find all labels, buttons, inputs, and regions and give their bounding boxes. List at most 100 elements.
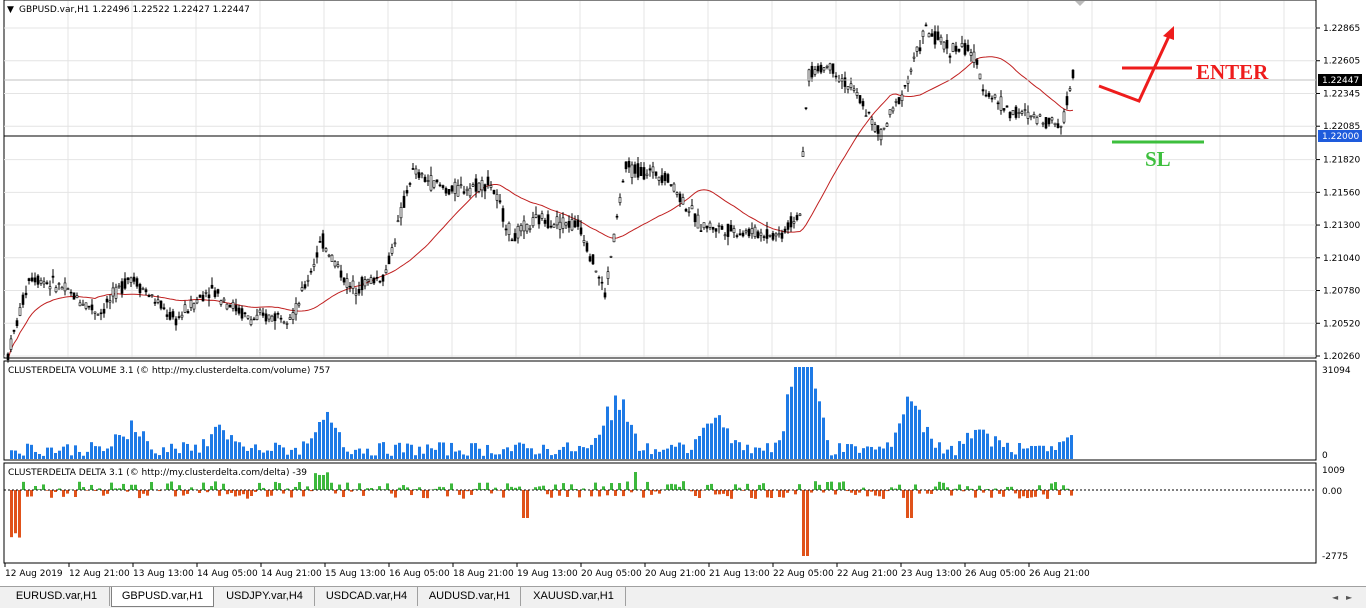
candle-body xyxy=(481,180,483,190)
delta-bar xyxy=(698,490,701,498)
delta-bar xyxy=(1014,490,1017,493)
delta-bar xyxy=(622,490,625,496)
candle-body xyxy=(853,89,855,91)
candle-body xyxy=(133,277,135,281)
candle-body xyxy=(1042,123,1044,124)
candle-body xyxy=(775,234,777,236)
candle-body xyxy=(82,304,84,305)
time-tick-label: 22 Aug 21:00 xyxy=(837,569,898,579)
volume-bar xyxy=(850,444,853,459)
volume-bar xyxy=(66,444,69,459)
volume-bar xyxy=(514,445,517,459)
delta-bar xyxy=(386,483,389,490)
volume-bar xyxy=(934,448,937,459)
volume-bar xyxy=(150,449,153,459)
delta-bar xyxy=(50,490,53,498)
volume-bar xyxy=(438,442,441,459)
delta-bar xyxy=(1034,490,1037,497)
candle-body xyxy=(211,285,213,288)
candle-body xyxy=(895,101,897,102)
tab-scroll-left-icon[interactable]: ◄ xyxy=(1332,593,1338,602)
candle-body xyxy=(829,64,831,70)
delta-panel[interactable] xyxy=(4,463,1316,563)
tab-eurusd[interactable]: EURUSD.var,H1 xyxy=(4,587,110,606)
delta-bar xyxy=(166,484,169,490)
candle-body xyxy=(1015,107,1017,118)
candle-body xyxy=(778,233,780,234)
price-tick-label: 1.22605 xyxy=(1323,57,1360,67)
volume-bar xyxy=(1010,452,1013,459)
candle-body xyxy=(358,289,360,293)
delta-bar xyxy=(102,490,105,496)
time-tick-label: 23 Aug 13:00 xyxy=(901,569,962,579)
candle-body xyxy=(292,313,294,320)
delta-bar xyxy=(1058,490,1061,495)
candle-body xyxy=(682,198,684,205)
tab-audusd[interactable]: AUDUSD.var,H1 xyxy=(419,587,521,606)
delta-bar xyxy=(626,482,629,490)
delta-bar xyxy=(650,490,653,495)
tab-gbpusd[interactable]: GBPUSD.var,H1 xyxy=(111,587,214,607)
candle-body xyxy=(739,234,741,235)
delta-bar xyxy=(882,490,885,499)
delta-max-tick: 1009 xyxy=(1322,466,1345,476)
volume-bar xyxy=(98,446,101,459)
volume-bar xyxy=(482,456,485,459)
volume-bar xyxy=(874,450,877,459)
volume-bar xyxy=(26,444,29,459)
candle-body xyxy=(25,293,27,295)
candle-body xyxy=(847,87,849,90)
candle-body xyxy=(67,289,69,290)
delta-bar xyxy=(746,484,749,490)
time-tick-label: 18 Aug 21:00 xyxy=(453,569,514,579)
volume-bar xyxy=(298,455,301,459)
candle-body xyxy=(496,194,498,200)
volume-bar xyxy=(866,446,869,459)
volume-bar xyxy=(854,446,857,459)
delta-bar xyxy=(546,490,549,494)
delta-bar xyxy=(854,490,857,495)
delta-bar xyxy=(1062,485,1065,490)
candle-body xyxy=(157,300,159,303)
delta-bar xyxy=(226,490,229,494)
tab-scroll-right-icon[interactable]: ► xyxy=(1346,593,1352,602)
volume-bar xyxy=(602,426,605,459)
volume-bar xyxy=(714,418,717,459)
candle-body xyxy=(301,288,303,291)
tab-xauusd[interactable]: XAUUSD.var,H1 xyxy=(522,587,626,606)
candle-body xyxy=(193,303,195,309)
volume-bar xyxy=(570,451,573,459)
candle-body xyxy=(478,183,480,191)
delta-bar xyxy=(410,490,413,495)
candle-body xyxy=(595,271,597,272)
candle-body xyxy=(1033,114,1035,116)
volume-bar xyxy=(1014,454,1017,459)
candle-body xyxy=(652,167,654,172)
candle-body xyxy=(1057,124,1059,128)
delta-bar xyxy=(598,490,601,496)
volume-bar xyxy=(486,445,489,459)
volume-bar xyxy=(134,432,137,459)
candle-body xyxy=(784,229,786,232)
candle-body xyxy=(904,85,906,86)
volume-bar xyxy=(970,438,973,459)
tab-usdcad[interactable]: USDCAD.var,H4 xyxy=(316,587,418,606)
volume-bar xyxy=(898,423,901,459)
delta-bar xyxy=(794,490,797,494)
candle-body xyxy=(442,186,444,188)
candle-body xyxy=(577,220,579,227)
delta-bar xyxy=(10,490,13,537)
candle-body xyxy=(163,308,165,309)
candle-body xyxy=(139,284,141,293)
delta-bar xyxy=(362,490,365,496)
volume-bar xyxy=(370,455,373,459)
delta-bar xyxy=(838,482,841,490)
chart-dropdown-icon[interactable]: ▼ xyxy=(7,5,14,15)
candle-body xyxy=(1060,126,1062,127)
volume-bar xyxy=(442,443,445,459)
volume-bar xyxy=(1002,447,1005,459)
tab-usdjpy[interactable]: USDJPY.var,H4 xyxy=(215,587,315,606)
volume-bar xyxy=(126,439,129,459)
candle-body xyxy=(535,214,537,217)
candle-body xyxy=(1003,108,1005,110)
